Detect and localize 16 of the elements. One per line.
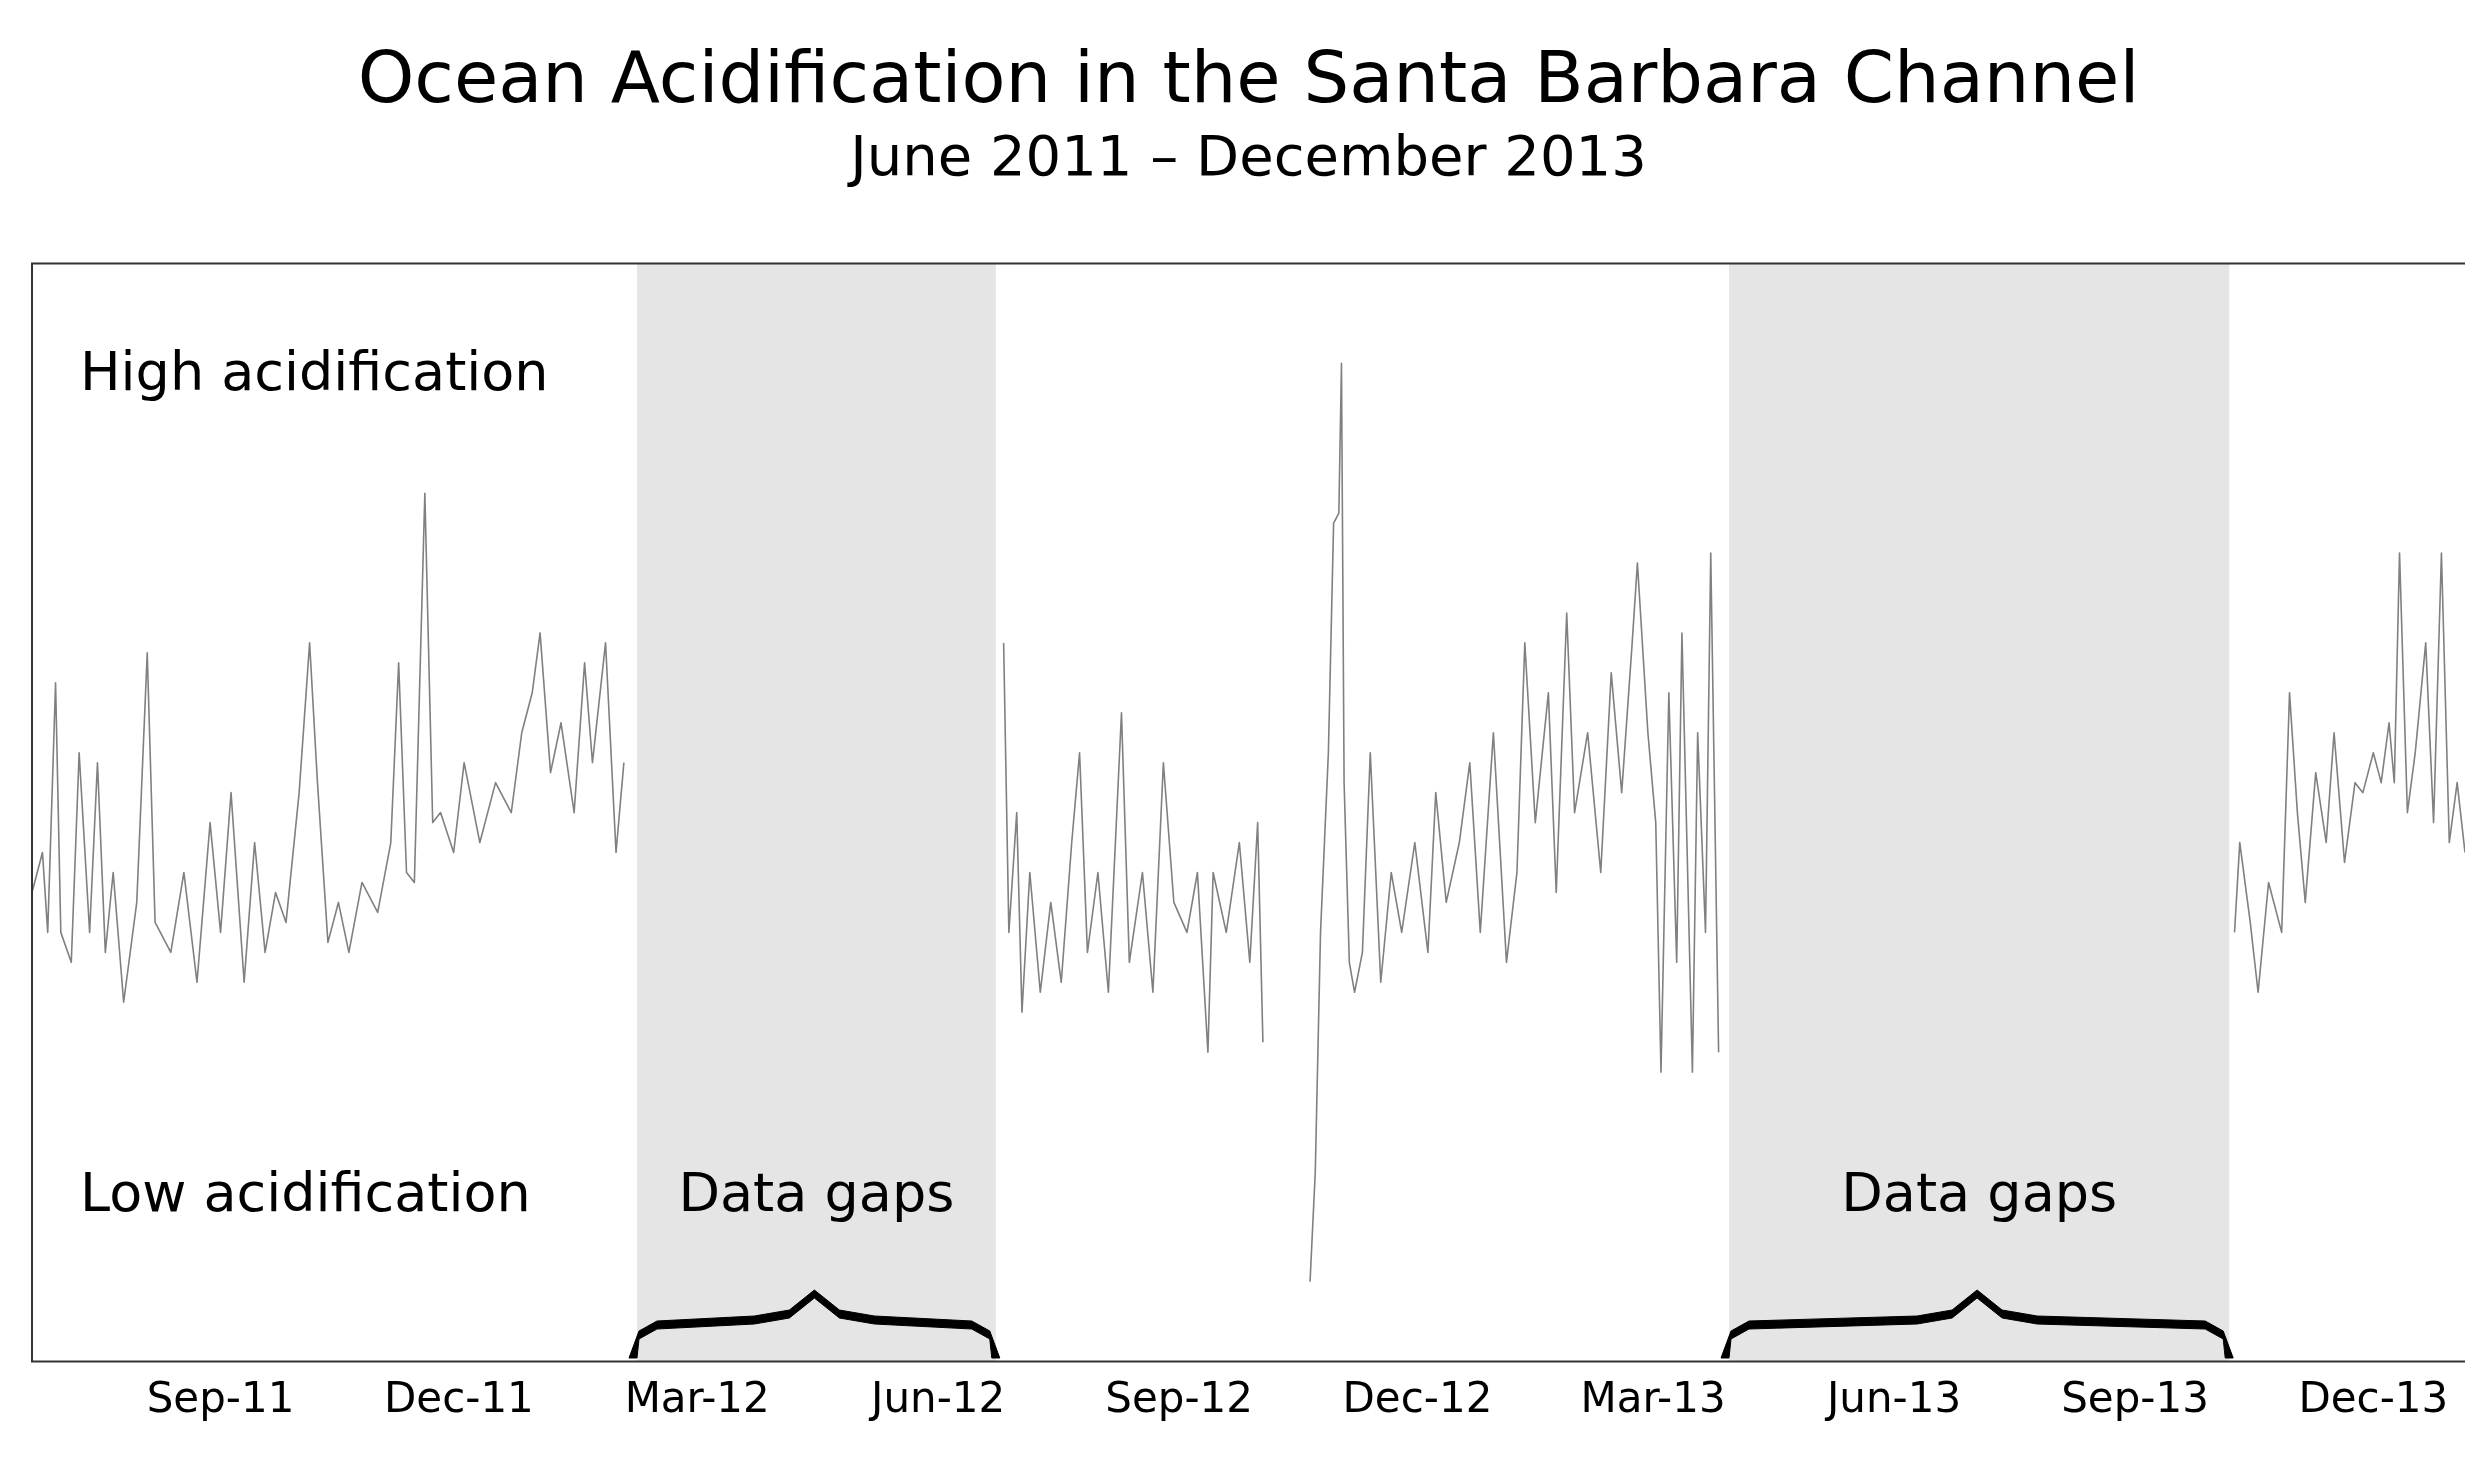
x-tick-label: Sep-11: [146, 1372, 295, 1422]
chart-subtitle: June 2011 – December 2013: [847, 122, 1647, 188]
x-tick-label: Dec-11: [383, 1372, 534, 1422]
x-tick-label: Jun-13: [1823, 1372, 1962, 1422]
band-label: Data gaps: [678, 1160, 955, 1224]
chart-title: Ocean Acidification in the Santa Barbara Channel: [357, 34, 2140, 119]
x-tick-label: Dec-12: [1342, 1372, 1493, 1422]
annotation: High acidification: [80, 339, 549, 403]
x-tick-label: Jun-12: [868, 1372, 1006, 1422]
x-tick-label: Mar-12: [624, 1372, 770, 1422]
x-tick-label: Mar-13: [1580, 1372, 1726, 1422]
annotation: Low acidification: [80, 1160, 531, 1224]
band-label: Data gaps: [1841, 1160, 2118, 1224]
x-tick-label: Dec-13: [2298, 1372, 2449, 1422]
x-tick-label: Sep-13: [2061, 1372, 2209, 1422]
x-tick-label: Sep-12: [1105, 1372, 1253, 1422]
